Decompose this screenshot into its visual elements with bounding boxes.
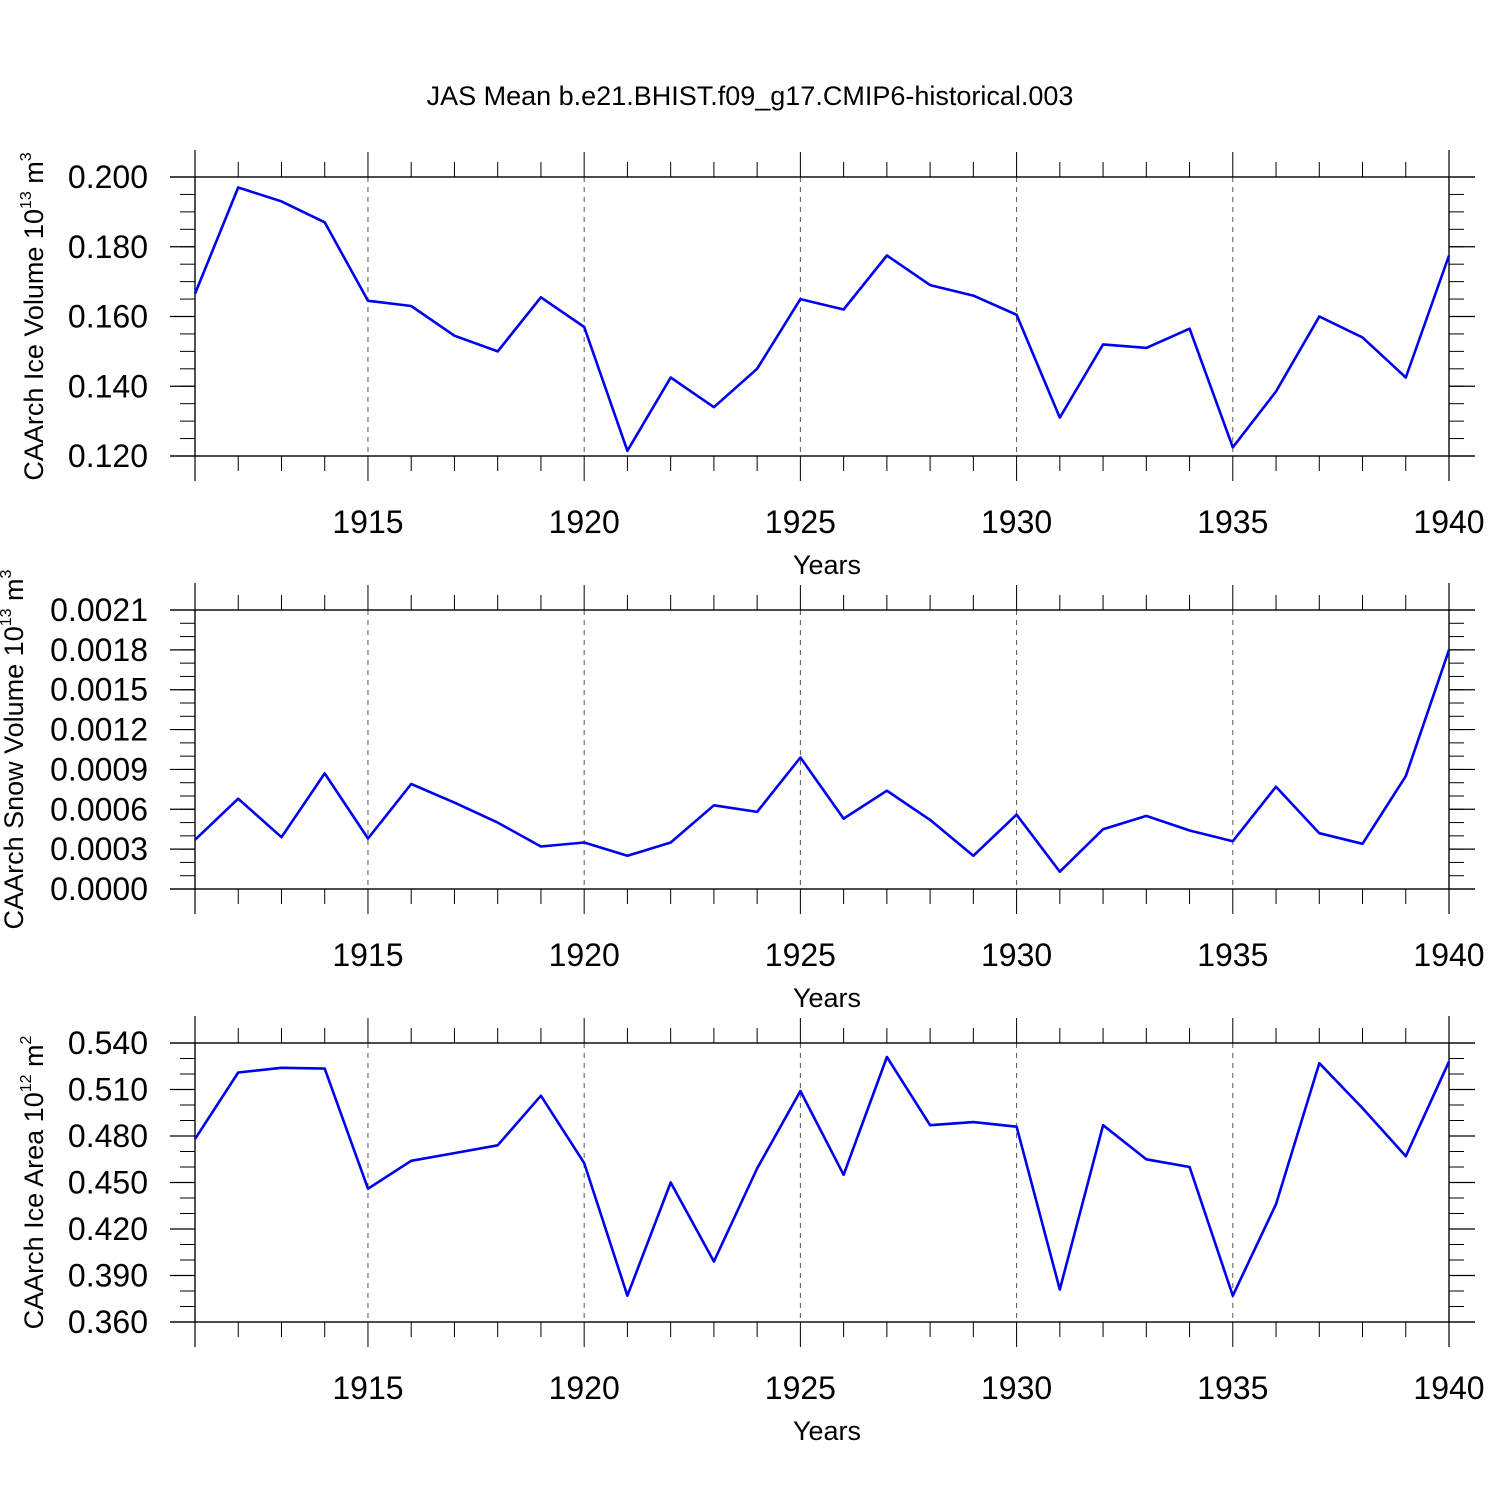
x-axis-title: Years [793, 983, 861, 1013]
y-axis-title-ylabel: CAArch Ice Volume [19, 239, 49, 481]
y-tick-label: 0.540 [68, 1025, 148, 1061]
x-tick-label: 1915 [332, 1370, 403, 1406]
y-tick-label: 0.360 [68, 1304, 148, 1340]
y-axis-title-ylabel-unit-base: m [19, 1044, 49, 1074]
x-tick-label: 1925 [765, 1370, 836, 1406]
y-tick-label: 0.160 [68, 299, 148, 335]
y-tick-label: 0.450 [68, 1165, 148, 1201]
x-tick-label: 1935 [1197, 937, 1268, 973]
y-tick-label: 0.420 [68, 1211, 148, 1247]
y-tick-label: 0.0015 [50, 672, 148, 708]
y-axis-title-ylabel-scale-exp: 12 [18, 1074, 35, 1092]
y-tick-label: 0.0009 [50, 751, 148, 787]
series-line-ice-area [193, 1055, 1451, 1297]
plot-frame [194, 609, 1450, 890]
x-tick-label: 1920 [549, 504, 620, 540]
y-axis-title-ylabel-scale-base: 10 [0, 626, 29, 656]
y-tick-label: 0.390 [68, 1258, 148, 1294]
y-axis-title: CAArch Ice Area 1012 m2 [18, 1035, 49, 1329]
y-axis-title-ylabel-unit-exp: 3 [18, 152, 35, 161]
y-tick-label: 0.0012 [50, 712, 148, 748]
x-tick-label: 1940 [1413, 504, 1484, 540]
y-tick-label: 0.140 [68, 368, 148, 404]
panel-ice-volume: 1915 1920 1925 1930 1935 1940 0.120 0.140 0.160 0… [18, 150, 1485, 580]
y-tick-label: 0.0018 [50, 632, 148, 668]
x-tick-label: 1930 [981, 1370, 1052, 1406]
x-tick-label: 1940 [1413, 937, 1484, 973]
x-tick-label: 1930 [981, 937, 1052, 973]
y-axis-title-ylabel-unit-exp: 3 [0, 569, 15, 578]
y-tick-label: 0.180 [68, 229, 148, 265]
y-axis-title: CAArch Snow Volume 1013 m3 [0, 569, 29, 929]
figure-title: JAS Mean b.e21.BHIST.f09_g17.CMIP6-histo… [427, 81, 1074, 111]
y-tick-label: 0.200 [68, 159, 148, 195]
x-tick-label: 1930 [981, 504, 1052, 540]
x-tick-label: 1935 [1197, 504, 1268, 540]
y-axis-title: CAArch Ice Volume 1013 m3 [18, 152, 49, 480]
x-tick-label: 1935 [1197, 1370, 1268, 1406]
panels: 1915 1920 1925 1930 1935 1940 0.120 0.140 0.160 0… [0, 150, 1485, 1446]
y-tick-label: 0.0021 [50, 592, 148, 628]
y-axis-title-ylabel-scale-base: 10 [19, 1092, 49, 1122]
y-tick-label: 0.510 [68, 1072, 148, 1108]
x-tick-label: 1940 [1413, 1370, 1484, 1406]
panel-ice-area: 1915 1920 1925 1930 1935 1940 0.360 0.390 0.420 0… [18, 1016, 1485, 1446]
series-line-snow-volume [194, 649, 1451, 874]
y-tick-label: 0.0006 [50, 791, 148, 827]
y-tick-label: 0.0003 [50, 831, 148, 867]
y-axis-title-ylabel-scale-exp: 13 [18, 191, 35, 209]
y-axis-title-ylabel-scale-base: 10 [19, 209, 49, 239]
y-axis-title-ylabel: CAArch Ice Area [19, 1122, 49, 1329]
y-tick-label: 0.480 [68, 1118, 148, 1154]
x-tick-label: 1925 [765, 937, 836, 973]
y-axis-title-ylabel-unit-exp: 2 [18, 1035, 35, 1044]
x-axis-title: Years [793, 1416, 861, 1446]
x-axis-title: Years [793, 550, 861, 580]
plot-frame [194, 1042, 1450, 1323]
x-tick-label: 1920 [549, 937, 620, 973]
y-axis-title-ylabel: CAArch Snow Volume [0, 656, 29, 929]
y-axis-title-ylabel-scale-exp: 13 [0, 608, 15, 626]
y-tick-label: 0.0000 [50, 871, 148, 907]
y-tick-label: 0.120 [68, 438, 148, 474]
y-axis-title-ylabel-unit-base: m [19, 161, 49, 191]
series-line-ice-volume [193, 186, 1451, 453]
x-tick-label: 1915 [332, 937, 403, 973]
x-tick-label: 1920 [549, 1370, 620, 1406]
y-axis-title-ylabel-unit-base: m [0, 578, 29, 608]
x-tick-label: 1925 [765, 504, 836, 540]
x-tick-label: 1915 [332, 504, 403, 540]
panel-snow-volume: 1915 1920 1925 1930 1935 1940 0.0000 0.0003 0.00… [0, 569, 1485, 1013]
plot-frame [194, 176, 1450, 457]
